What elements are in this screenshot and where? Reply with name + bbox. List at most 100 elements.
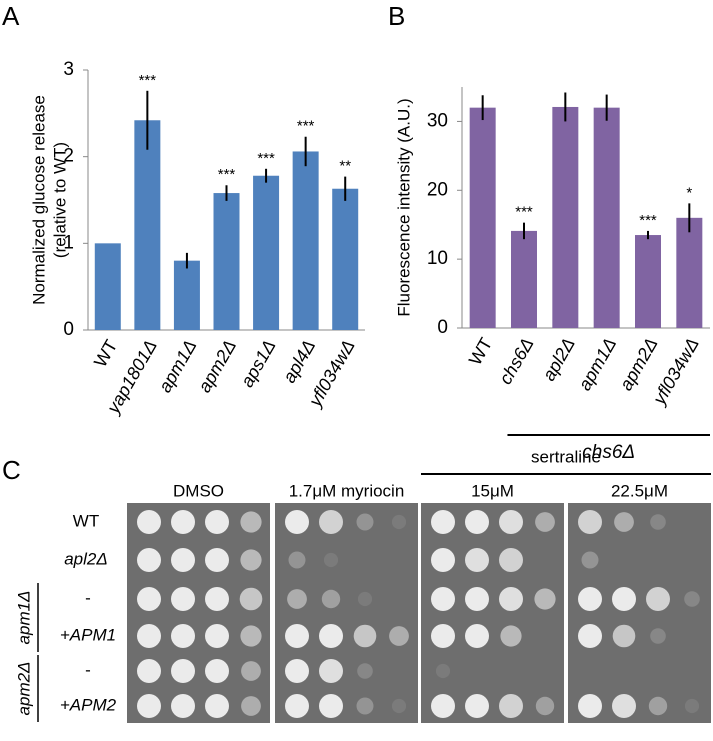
- row-label: -: [85, 588, 91, 607]
- x-tick-label: apm2Δ: [616, 334, 662, 393]
- bar: [552, 106, 579, 329]
- spot: [171, 694, 195, 718]
- significance-label: ***: [297, 118, 315, 135]
- spot: [431, 624, 455, 648]
- spot: [391, 514, 407, 530]
- y-axis-label: Normalized glucose release: [29, 95, 48, 305]
- bar: [292, 151, 319, 330]
- spot: [323, 552, 339, 568]
- panel-label: A: [2, 1, 20, 31]
- spot: [578, 624, 602, 648]
- spot: [205, 624, 229, 648]
- y-tick-label: 20: [427, 179, 448, 200]
- spot: [241, 696, 261, 716]
- spot: [171, 624, 195, 648]
- spot: [612, 624, 636, 648]
- spot: [240, 549, 262, 571]
- column-header: DMSO: [173, 481, 224, 500]
- spot: [240, 625, 262, 647]
- bar: [676, 217, 703, 328]
- spot: [137, 659, 161, 683]
- spot: [319, 624, 343, 648]
- spot: [499, 587, 523, 611]
- panel-label: B: [388, 1, 405, 31]
- spot: [435, 663, 451, 679]
- spot: [205, 659, 229, 683]
- column-header: 15μM: [471, 481, 514, 500]
- spot: [288, 551, 306, 569]
- spot: [465, 624, 489, 648]
- spot: [285, 694, 309, 718]
- spot: [205, 548, 229, 572]
- spot: [357, 663, 373, 679]
- spot: [319, 659, 343, 683]
- spot: [431, 510, 455, 534]
- spot: [241, 661, 261, 681]
- spot: [581, 551, 599, 569]
- significance-label: ***: [515, 204, 533, 221]
- x-tick-label: chs6Δ: [495, 334, 537, 387]
- spot: [535, 696, 555, 716]
- y-tick-label: 10: [427, 248, 448, 269]
- spot: [391, 698, 407, 714]
- y-tick-label: 30: [427, 110, 448, 131]
- spot: [205, 587, 229, 611]
- y-tick-label: 2: [63, 146, 74, 167]
- group-header: sertraline: [531, 447, 601, 466]
- spot: [612, 694, 636, 718]
- spot: [534, 588, 556, 610]
- spot: [431, 587, 455, 611]
- spot: [650, 514, 666, 530]
- bar: [511, 230, 537, 328]
- x-tick-label: WT: [90, 336, 121, 370]
- bar: [469, 107, 496, 329]
- x-tick-label: apm2Δ: [194, 336, 240, 395]
- spot: [137, 694, 161, 718]
- x-tick-label: WT: [465, 334, 496, 368]
- x-tick-label: apl4Δ: [279, 336, 319, 386]
- bar: [635, 235, 661, 328]
- spot: [499, 548, 523, 572]
- bar: [253, 175, 280, 330]
- x-tick-label: apm1Δ: [155, 336, 201, 395]
- spot: [648, 696, 668, 716]
- spot: [357, 591, 373, 607]
- y-tick-label: 0: [63, 319, 74, 340]
- spot: [240, 511, 262, 533]
- plate: [275, 503, 418, 723]
- spot: [465, 510, 489, 534]
- spot: [137, 510, 161, 534]
- significance-label: ***: [257, 150, 275, 167]
- spot: [614, 512, 634, 532]
- spot-assay: DMSO 1.7μM myriocin 15μM 22.5μM sertraline WT…: [14, 447, 711, 723]
- spot: [431, 694, 455, 718]
- spot: [285, 624, 309, 648]
- spot: [578, 694, 602, 718]
- bar: [332, 188, 359, 330]
- spot: [137, 548, 161, 572]
- spot: [356, 513, 374, 531]
- spot: [684, 698, 700, 714]
- spot: [465, 587, 489, 611]
- spot: [500, 625, 522, 647]
- spot: [319, 510, 343, 534]
- plate: [127, 503, 270, 723]
- x-tick-label: apm1Δ: [574, 334, 620, 393]
- spot: [171, 659, 195, 683]
- spot: [285, 659, 309, 683]
- row-label: +APM2: [60, 695, 117, 714]
- row-group-label: apm1Δ: [14, 591, 33, 645]
- column-header: 22.5μM: [611, 481, 668, 500]
- spot: [578, 587, 602, 611]
- spot: [205, 510, 229, 534]
- bar: [134, 120, 161, 331]
- x-tick-label: apl2Δ: [539, 334, 579, 384]
- spot: [171, 587, 195, 611]
- significance-label: ***: [218, 166, 236, 183]
- spot: [650, 628, 666, 644]
- significance-label: **: [339, 158, 351, 175]
- x-tick-label: aps1Δ: [237, 336, 280, 390]
- spot: [319, 694, 343, 718]
- spot: [499, 694, 523, 718]
